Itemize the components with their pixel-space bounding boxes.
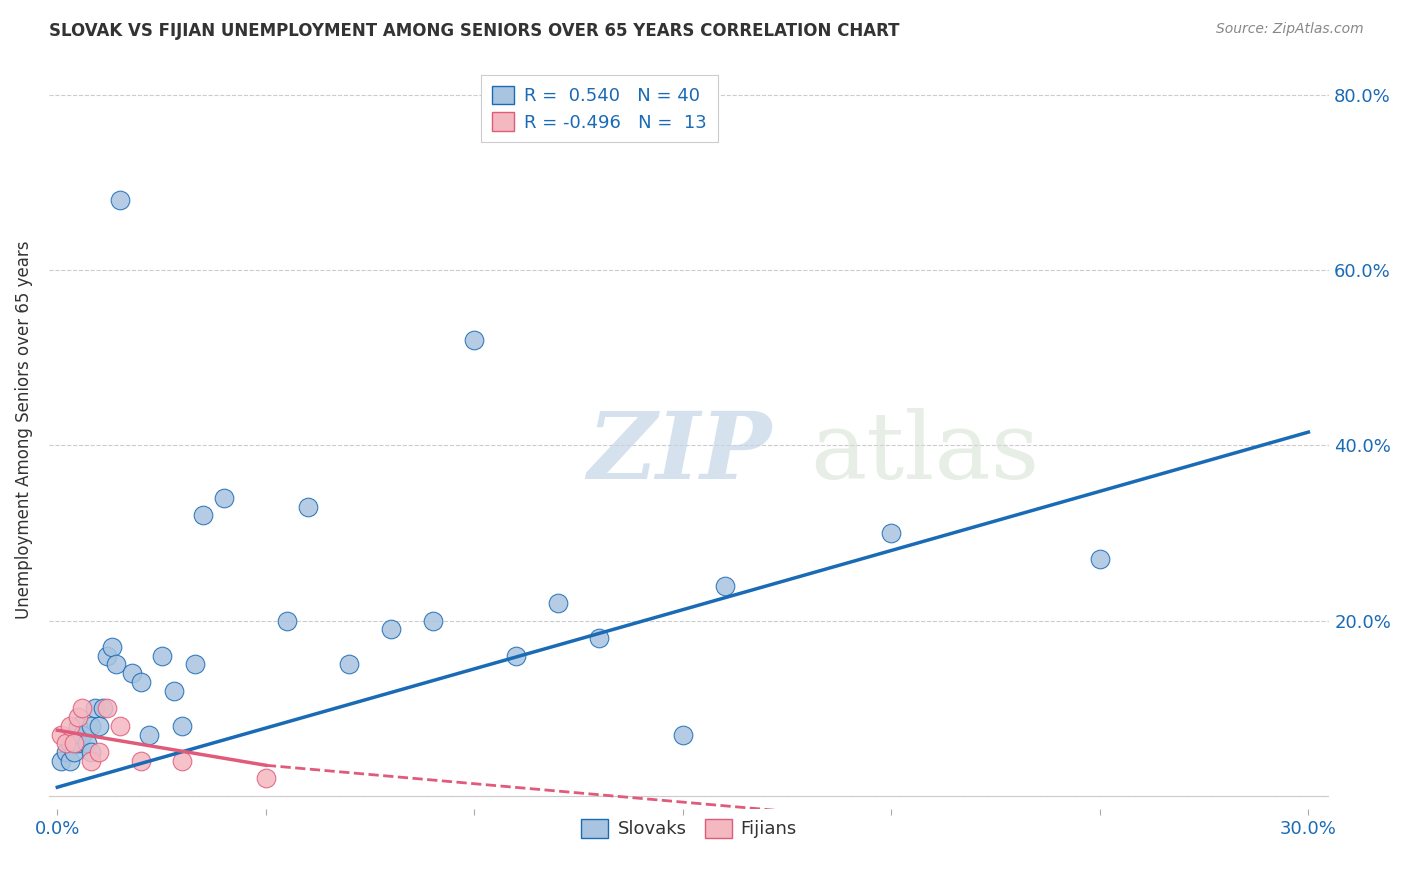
Point bbox=[79, 719, 101, 733]
Point bbox=[104, 657, 127, 672]
Point bbox=[96, 701, 118, 715]
Point bbox=[108, 719, 131, 733]
Point bbox=[55, 745, 77, 759]
Point bbox=[83, 701, 105, 715]
Point bbox=[59, 754, 82, 768]
Point bbox=[172, 754, 194, 768]
Point bbox=[129, 754, 152, 768]
Point bbox=[87, 745, 110, 759]
Point bbox=[51, 754, 73, 768]
Point bbox=[67, 736, 90, 750]
Point bbox=[297, 500, 319, 514]
Point bbox=[337, 657, 360, 672]
Point bbox=[72, 728, 94, 742]
Point bbox=[505, 648, 527, 663]
Point bbox=[588, 631, 610, 645]
Point bbox=[138, 728, 160, 742]
Point bbox=[63, 736, 86, 750]
Point bbox=[108, 193, 131, 207]
Point bbox=[87, 719, 110, 733]
Point bbox=[184, 657, 207, 672]
Text: ZIP: ZIP bbox=[586, 408, 770, 498]
Point bbox=[72, 701, 94, 715]
Point bbox=[150, 648, 173, 663]
Point bbox=[212, 491, 235, 505]
Point bbox=[1088, 552, 1111, 566]
Point bbox=[55, 736, 77, 750]
Point bbox=[91, 701, 114, 715]
Point bbox=[129, 675, 152, 690]
Point bbox=[547, 596, 569, 610]
Point bbox=[121, 666, 143, 681]
Point bbox=[163, 683, 186, 698]
Text: atlas: atlas bbox=[811, 408, 1040, 498]
Legend: Slovaks, Fijians: Slovaks, Fijians bbox=[574, 812, 804, 846]
Point bbox=[172, 719, 194, 733]
Point bbox=[380, 623, 402, 637]
Point bbox=[880, 525, 903, 540]
Point bbox=[254, 772, 277, 786]
Point bbox=[76, 736, 98, 750]
Point bbox=[713, 578, 735, 592]
Point bbox=[79, 754, 101, 768]
Point bbox=[79, 745, 101, 759]
Point bbox=[63, 745, 86, 759]
Y-axis label: Unemployment Among Seniors over 65 years: Unemployment Among Seniors over 65 years bbox=[15, 241, 32, 619]
Point bbox=[67, 719, 90, 733]
Point bbox=[672, 728, 695, 742]
Text: SLOVAK VS FIJIAN UNEMPLOYMENT AMONG SENIORS OVER 65 YEARS CORRELATION CHART: SLOVAK VS FIJIAN UNEMPLOYMENT AMONG SENI… bbox=[49, 22, 900, 40]
Point bbox=[96, 648, 118, 663]
Point bbox=[463, 333, 485, 347]
Point bbox=[51, 728, 73, 742]
Point bbox=[422, 614, 444, 628]
Point bbox=[59, 736, 82, 750]
Point bbox=[67, 710, 90, 724]
Point bbox=[100, 640, 122, 654]
Point bbox=[276, 614, 298, 628]
Text: Source: ZipAtlas.com: Source: ZipAtlas.com bbox=[1216, 22, 1364, 37]
Point bbox=[59, 719, 82, 733]
Point bbox=[193, 508, 215, 523]
